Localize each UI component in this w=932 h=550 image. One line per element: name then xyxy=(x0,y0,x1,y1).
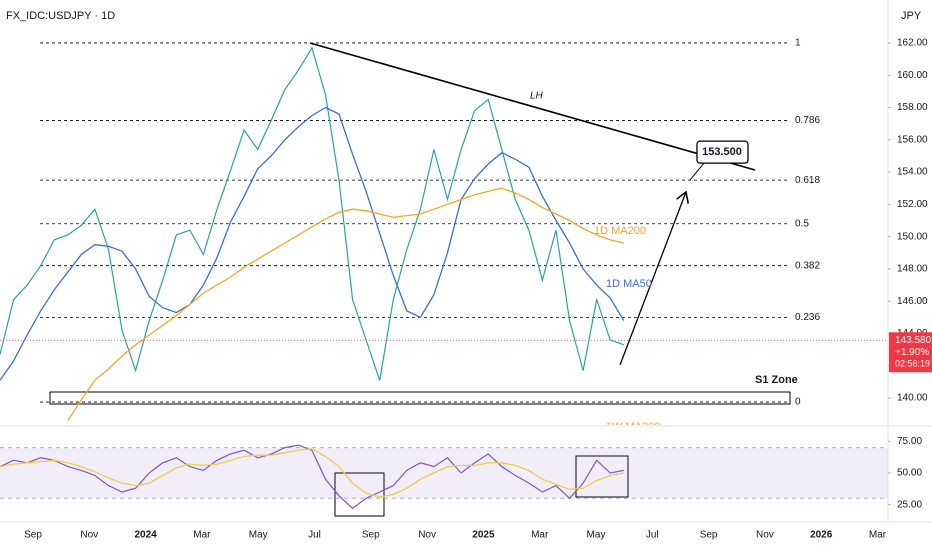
y-tick-label: 148.00 xyxy=(897,264,928,275)
x-tick-label: 2024 xyxy=(134,530,157,541)
y-tick-label: 160.00 xyxy=(897,70,928,81)
x-tick-label: 2026 xyxy=(810,530,833,541)
x-tick-label: May xyxy=(587,530,606,541)
s1-label: S1 Zone xyxy=(755,374,798,386)
ma50-label: 1D MA50 xyxy=(606,278,652,290)
ma200-label: 1D MA200 xyxy=(594,225,646,237)
y-tick-label: 150.00 xyxy=(897,231,928,242)
series-line xyxy=(0,106,625,381)
price-pane: LH S1 Zone 1D MA200 1D MA50 1W MA200 1 0.… xyxy=(0,38,888,433)
x-tick-label: Sep xyxy=(700,530,718,541)
x-tick-label: Jul xyxy=(308,530,321,541)
y-tick-label: 75.00 xyxy=(897,436,922,447)
price-tag-countdown: 02:56:19 xyxy=(895,359,930,369)
series-line xyxy=(0,448,624,498)
y-tick-label: 158.00 xyxy=(897,102,928,113)
price-tag-value: 143.580 xyxy=(895,335,932,346)
rsi-box xyxy=(334,472,385,517)
target-box xyxy=(696,140,749,164)
lh-label: LH xyxy=(530,91,544,102)
fib-label: 0.236 xyxy=(795,312,820,323)
price-tag xyxy=(889,332,932,373)
rsi-pane xyxy=(0,444,888,517)
chart-title: FX_IDC:USDJPY · 1D xyxy=(6,10,115,22)
target-label: 153.500 xyxy=(702,146,742,158)
y-tick-label: 140.00 xyxy=(897,393,928,404)
x-tick-label: Nov xyxy=(80,530,98,541)
x-tick-label: Mar xyxy=(869,530,887,541)
y-tick-label: 156.00 xyxy=(897,134,928,145)
fib-label: 0.786 xyxy=(795,115,820,126)
series-line xyxy=(67,187,624,421)
series-line xyxy=(0,46,625,381)
x-tick-label: May xyxy=(249,530,268,541)
projection-arrow xyxy=(619,192,686,366)
series-line xyxy=(0,444,624,510)
fib-label: 0.382 xyxy=(795,260,820,271)
y-tick-label: 162.00 xyxy=(897,38,928,49)
y-axis-label: JPY xyxy=(901,10,922,22)
x-tick-label: Mar xyxy=(531,530,549,541)
price-tag-change: +1.90% xyxy=(895,347,929,358)
x-tick-label: Sep xyxy=(24,530,42,541)
s1-zone-box xyxy=(49,391,791,405)
y-tick-label: 50.00 xyxy=(897,468,922,479)
rsi-band xyxy=(0,447,888,499)
x-tick-label: Jul xyxy=(646,530,659,541)
y-tick-label: 146.00 xyxy=(897,296,928,307)
fib-label: 1 xyxy=(795,38,801,49)
weekly-ma-label: 1W MA200 xyxy=(606,421,660,433)
fib-label: 0 xyxy=(795,397,801,408)
fib-label: 0.5 xyxy=(795,218,809,229)
x-tick-label: Mar xyxy=(193,530,211,541)
y-tick-label: 154.00 xyxy=(897,167,928,178)
fib-label: 0.618 xyxy=(795,175,820,186)
rsi-box xyxy=(575,455,629,498)
y-tick-label: 25.00 xyxy=(897,499,922,510)
lh-trendline xyxy=(309,42,756,171)
target-callout xyxy=(689,162,705,181)
x-tick-label: Sep xyxy=(362,530,380,541)
y-tick-label: 152.00 xyxy=(897,199,928,210)
x-tick-label: 2025 xyxy=(472,530,495,541)
x-tick-label: Nov xyxy=(756,530,774,541)
x-tick-label: Nov xyxy=(418,530,436,541)
